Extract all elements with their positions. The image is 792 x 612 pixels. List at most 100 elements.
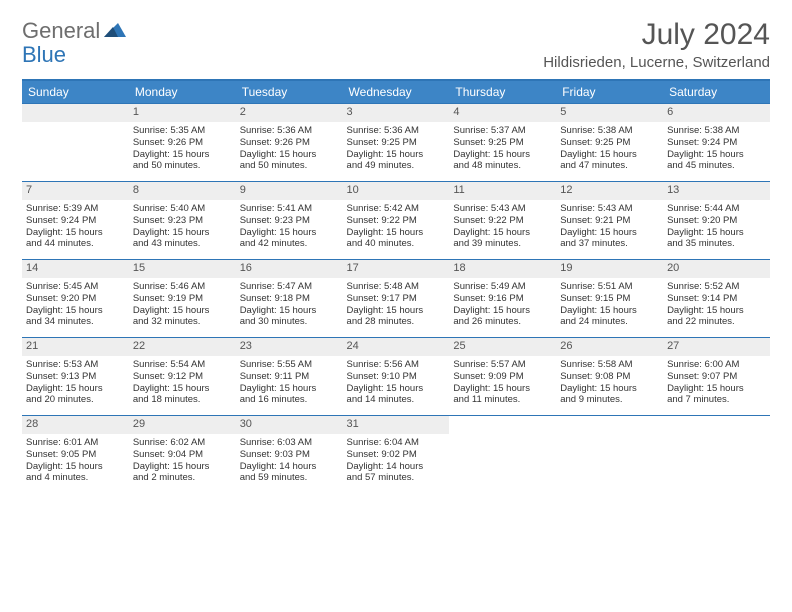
calendar-body: 1Sunrise: 5:35 AMSunset: 9:26 PMDaylight… bbox=[22, 104, 770, 494]
cell-day2: and 42 minutes. bbox=[240, 238, 339, 250]
day-number: 6 bbox=[663, 104, 770, 122]
calendar-cell: 16Sunrise: 5:47 AMSunset: 9:18 PMDayligh… bbox=[236, 260, 343, 338]
day-number: 26 bbox=[556, 338, 663, 356]
cell-sunset: Sunset: 9:26 PM bbox=[240, 137, 339, 149]
logo-text-general: General bbox=[22, 18, 100, 44]
cell-day2: and 24 minutes. bbox=[560, 316, 659, 328]
day-number: 24 bbox=[343, 338, 450, 356]
cell-day1: Daylight: 15 hours bbox=[453, 305, 552, 317]
cell-day2: and 34 minutes. bbox=[26, 316, 125, 328]
cell-day2: and 35 minutes. bbox=[667, 238, 766, 250]
cell-sunrise: Sunrise: 5:46 AM bbox=[133, 281, 232, 293]
calendar-cell: 29Sunrise: 6:02 AMSunset: 9:04 PMDayligh… bbox=[129, 416, 236, 494]
weekday-header: Saturday bbox=[663, 80, 770, 104]
calendar-week-row: 21Sunrise: 5:53 AMSunset: 9:13 PMDayligh… bbox=[22, 338, 770, 416]
cell-sunset: Sunset: 9:14 PM bbox=[667, 293, 766, 305]
logo-blue-row: Blue bbox=[22, 42, 66, 68]
cell-sunrise: Sunrise: 5:38 AM bbox=[560, 125, 659, 137]
cell-sunset: Sunset: 9:16 PM bbox=[453, 293, 552, 305]
cell-sunset: Sunset: 9:03 PM bbox=[240, 449, 339, 461]
cell-sunset: Sunset: 9:11 PM bbox=[240, 371, 339, 383]
day-number: 23 bbox=[236, 338, 343, 356]
cell-sunset: Sunset: 9:20 PM bbox=[667, 215, 766, 227]
cell-sunrise: Sunrise: 5:44 AM bbox=[667, 203, 766, 215]
cell-day1: Daylight: 14 hours bbox=[347, 461, 446, 473]
cell-day1: Daylight: 15 hours bbox=[453, 227, 552, 239]
calendar-cell bbox=[22, 104, 129, 182]
calendar-cell: 14 Sunrise: 5:45 AMSunset: 9:20 PMDayligh… bbox=[22, 260, 129, 338]
cell-sunrise: Sunrise: 5:58 AM bbox=[560, 359, 659, 371]
calendar-cell: 3Sunrise: 5:36 AMSunset: 9:25 PMDaylight… bbox=[343, 104, 450, 182]
cell-sunrise: Sunrise: 5:41 AM bbox=[240, 203, 339, 215]
day-number: 2 bbox=[236, 104, 343, 122]
weekday-header: Tuesday bbox=[236, 80, 343, 104]
day-number: 25 bbox=[449, 338, 556, 356]
cell-sunset: Sunset: 9:20 PM bbox=[26, 293, 125, 305]
cell-day2: and 57 minutes. bbox=[347, 472, 446, 484]
calendar-cell: 31Sunrise: 6:04 AMSunset: 9:02 PMDayligh… bbox=[343, 416, 450, 494]
calendar-cell: 6 Sunrise: 5:38 AMSunset: 9:24 PMDaylight… bbox=[663, 104, 770, 182]
calendar-cell: 4Sunrise: 5:37 AMSunset: 9:25 PMDaylight… bbox=[449, 104, 556, 182]
header: General July 2024 Hildisrieden, Lucerne,… bbox=[22, 18, 770, 71]
cell-day1: Daylight: 15 hours bbox=[26, 383, 125, 395]
day-number: 29 bbox=[129, 416, 236, 434]
month-title: July 2024 bbox=[543, 18, 770, 52]
calendar-cell: 13Sunrise: 5:44 AMSunset: 9:20 PMDayligh… bbox=[663, 182, 770, 260]
cell-sunset: Sunset: 9:08 PM bbox=[560, 371, 659, 383]
weekday-row: SundayMondayTuesdayWednesdayThursdayFrid… bbox=[22, 80, 770, 104]
cell-sunrise: Sunrise: 5:53 AM bbox=[26, 359, 125, 371]
calendar-week-row: 14Sunrise: 5:45 AMSunset: 9:20 PMDayligh… bbox=[22, 260, 770, 338]
cell-day1: Daylight: 15 hours bbox=[667, 383, 766, 395]
calendar-cell: 15Sunrise: 5:46 AMSunset: 9:19 PMDayligh… bbox=[129, 260, 236, 338]
cell-day1: Daylight: 15 hours bbox=[26, 227, 125, 239]
weekday-header: Sunday bbox=[22, 80, 129, 104]
calendar-cell: 11Sunrise: 5:43 AMSunset: 9:22 PMDayligh… bbox=[449, 182, 556, 260]
cell-day2: and 45 minutes. bbox=[667, 160, 766, 172]
calendar-cell bbox=[556, 416, 663, 494]
cell-day1: Daylight: 15 hours bbox=[133, 305, 232, 317]
day-number: 14 bbox=[22, 260, 129, 278]
cell-sunset: Sunset: 9:24 PM bbox=[667, 137, 766, 149]
calendar-cell: 20Sunrise: 5:52 AMSunset: 9:14 PMDayligh… bbox=[663, 260, 770, 338]
cell-sunrise: Sunrise: 6:04 AM bbox=[347, 437, 446, 449]
day-number: 18 bbox=[449, 260, 556, 278]
cell-day1: Daylight: 15 hours bbox=[26, 305, 125, 317]
cell-day1: Daylight: 15 hours bbox=[26, 461, 125, 473]
cell-day1: Daylight: 15 hours bbox=[133, 149, 232, 161]
cell-day2: and 50 minutes. bbox=[133, 160, 232, 172]
cell-day2: and 26 minutes. bbox=[453, 316, 552, 328]
cell-day1: Daylight: 15 hours bbox=[560, 227, 659, 239]
calendar-cell: 21Sunrise: 5:53 AMSunset: 9:13 PMDayligh… bbox=[22, 338, 129, 416]
cell-sunset: Sunset: 9:09 PM bbox=[453, 371, 552, 383]
cell-sunset: Sunset: 9:25 PM bbox=[453, 137, 552, 149]
cell-day1: Daylight: 15 hours bbox=[240, 383, 339, 395]
calendar-cell: 1Sunrise: 5:35 AMSunset: 9:26 PMDaylight… bbox=[129, 104, 236, 182]
cell-sunrise: Sunrise: 5:38 AM bbox=[667, 125, 766, 137]
day-number: 5 bbox=[556, 104, 663, 122]
cell-day1: Daylight: 15 hours bbox=[667, 149, 766, 161]
cell-sunrise: Sunrise: 5:42 AM bbox=[347, 203, 446, 215]
cell-sunrise: Sunrise: 5:40 AM bbox=[133, 203, 232, 215]
calendar-cell: 22Sunrise: 5:54 AMSunset: 9:12 PMDayligh… bbox=[129, 338, 236, 416]
cell-sunset: Sunset: 9:13 PM bbox=[26, 371, 125, 383]
cell-sunrise: Sunrise: 5:45 AM bbox=[26, 281, 125, 293]
cell-day2: and 22 minutes. bbox=[667, 316, 766, 328]
cell-sunrise: Sunrise: 6:02 AM bbox=[133, 437, 232, 449]
day-number: 8 bbox=[129, 182, 236, 200]
cell-day2: and 9 minutes. bbox=[560, 394, 659, 406]
day-number: 31 bbox=[343, 416, 450, 434]
logo-text-blue: Blue bbox=[22, 42, 66, 67]
cell-sunrise: Sunrise: 5:51 AM bbox=[560, 281, 659, 293]
cell-day2: and 39 minutes. bbox=[453, 238, 552, 250]
calendar-week-row: 1Sunrise: 5:35 AMSunset: 9:26 PMDaylight… bbox=[22, 104, 770, 182]
cell-sunrise: Sunrise: 5:57 AM bbox=[453, 359, 552, 371]
calendar-cell: 9Sunrise: 5:41 AMSunset: 9:23 PMDaylight… bbox=[236, 182, 343, 260]
logo: General bbox=[22, 18, 128, 44]
day-number: 4 bbox=[449, 104, 556, 122]
day-number: 22 bbox=[129, 338, 236, 356]
cell-sunset: Sunset: 9:25 PM bbox=[560, 137, 659, 149]
cell-sunset: Sunset: 9:10 PM bbox=[347, 371, 446, 383]
cell-day1: Daylight: 15 hours bbox=[560, 383, 659, 395]
cell-day2: and 32 minutes. bbox=[133, 316, 232, 328]
cell-day1: Daylight: 15 hours bbox=[133, 227, 232, 239]
